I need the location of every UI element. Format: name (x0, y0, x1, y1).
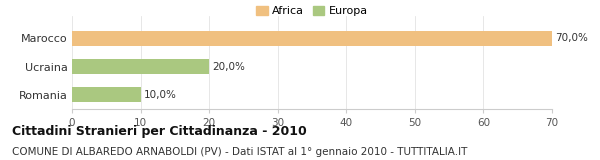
Text: COMUNE DI ALBAREDO ARNABOLDI (PV) - Dati ISTAT al 1° gennaio 2010 - TUTTITALIA.I: COMUNE DI ALBAREDO ARNABOLDI (PV) - Dati… (12, 147, 467, 157)
Text: 10,0%: 10,0% (144, 90, 177, 100)
Legend: Africa, Europa: Africa, Europa (252, 1, 372, 20)
Bar (72, 59, 209, 74)
Text: 70,0%: 70,0% (556, 33, 589, 44)
Bar (72, 87, 140, 102)
Text: 20,0%: 20,0% (212, 62, 245, 72)
Text: Cittadini Stranieri per Cittadinanza - 2010: Cittadini Stranieri per Cittadinanza - 2… (12, 125, 307, 138)
Bar (72, 31, 552, 46)
